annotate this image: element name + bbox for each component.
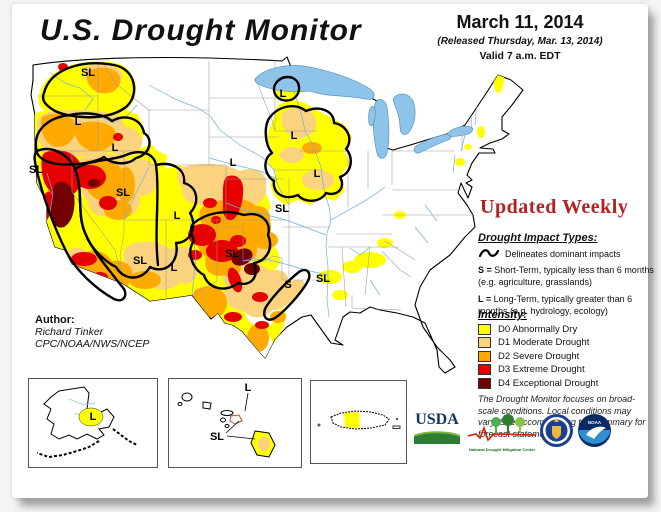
delineation-squiggle-icon (478, 249, 500, 258)
d1-swatch (478, 337, 491, 349)
legend-label: D4 Exceptional Drought (498, 377, 599, 389)
impact-label-sl: SL (316, 273, 330, 285)
intensity-heading: Intensity: (478, 309, 527, 321)
legend-label: D2 Severe Drought (498, 350, 580, 362)
legend-label: D1 Moderate Drought (498, 337, 590, 349)
author-name: Richard Tinker (35, 326, 104, 338)
hawaii-inset: L SL (168, 378, 302, 468)
impact-label-l: L (291, 130, 298, 142)
map-date: March 11, 2014 (456, 12, 584, 32)
legend-label: D3 Extreme Drought (498, 364, 585, 376)
legend-row-d3: D3 Extreme Drought (478, 364, 658, 376)
impact-types-panel: Drought Impact Types: Delineates dominan… (478, 232, 660, 318)
page-title: U.S. Drought Monitor (40, 14, 362, 47)
impact-label-sl: SL (29, 164, 43, 176)
impact-labels: SL L L SL SL L L L L L SL SL L SL S SL (29, 67, 330, 291)
ndmc-logo-caption: National Drought Mitigation Center (468, 447, 536, 452)
impact-label-s: S (284, 279, 291, 291)
impact-label-l: L (314, 168, 321, 180)
impact-label-sl: SL (116, 187, 130, 199)
impact-label-sl: SL (225, 248, 239, 260)
impact-label-l: L (171, 262, 178, 274)
legend-row-d0: D0 Abnormally Dry (478, 323, 658, 335)
usda-logo: USDA (412, 412, 462, 448)
author-block: Author: Richard Tinker CPC/NOAA/NWS/NCEP (35, 314, 149, 350)
usda-logo-text: USDA (415, 411, 459, 428)
date-block: March 11, 2014 (Released Thursday, Mar. … (387, 12, 653, 62)
drought-areas (35, 59, 504, 363)
d3-swatch (478, 364, 491, 376)
delineates-label: Delineates dominant impacts (505, 248, 621, 259)
legend-row-d4: D4 Exceptional Drought (478, 377, 658, 389)
impact-outlines (33, 62, 352, 321)
impact-label-l: L (174, 210, 181, 222)
intensity-rows: D0 Abnormally Dry D1 Moderate Drought D2 S… (478, 323, 658, 389)
page-sheet: U.S. Drought Monitor March 11, 2014 (Rel… (12, 4, 654, 498)
alaska-impact-label: L (90, 411, 97, 423)
author-org: CPC/NOAA/NWS/NCEP (35, 338, 150, 350)
ndmc-trees-icon (467, 414, 537, 442)
long-term-definition: L = Long-Term, typically greater than 6 … (478, 294, 633, 317)
noaa-logo-text: NOAA (588, 420, 602, 425)
hawaii-sl-label: SL (210, 431, 224, 443)
d0-swatch (478, 323, 491, 335)
ndmc-logo: National Drought Mitigation Center (467, 414, 537, 452)
commerce-seal-logo (539, 413, 574, 448)
rivers (46, 66, 478, 318)
great-lakes (254, 65, 473, 159)
valid-time: Valid 7 a.m. EDT (479, 50, 561, 62)
updated-weekly-note: Updated Weekly (480, 196, 629, 218)
alaska-inset: L (28, 378, 158, 468)
impact-label-l: L (280, 88, 287, 100)
puerto-rico-inset (310, 380, 407, 464)
usda-logo-field-icon (413, 431, 461, 444)
author-heading: Author: (35, 314, 75, 326)
release-date: (Released Thursday, Mar. 13, 2014) (437, 36, 603, 47)
d2-swatch (478, 350, 491, 362)
impact-label-sl: SL (81, 67, 95, 79)
impact-label-sl: SL (133, 255, 147, 267)
legend-row-d1: D1 Moderate Drought (478, 337, 658, 349)
impact-label-sl: SL (275, 203, 289, 215)
legend-label: D0 Abnormally Dry (498, 323, 578, 335)
noaa-logo: NOAA (577, 413, 612, 448)
impact-label-l: L (75, 116, 82, 128)
conus-drought-map: SL L L SL SL L L L L L SL SL L SL S SL (29, 56, 524, 374)
impact-label-l: L (230, 157, 237, 169)
impact-label-l: L (112, 142, 119, 154)
intensity-legend: Intensity: D0 Abnormally Dry D1 Moderate … (478, 309, 658, 389)
hawaii-l-label: L (245, 382, 252, 394)
impact-types-heading: Drought Impact Types: (478, 232, 598, 244)
short-term-definition: S = Short-Term, typically less than 6 mo… (478, 265, 654, 287)
legend-row-d2: D2 Severe Drought (478, 350, 658, 362)
d4-swatch (478, 377, 491, 389)
